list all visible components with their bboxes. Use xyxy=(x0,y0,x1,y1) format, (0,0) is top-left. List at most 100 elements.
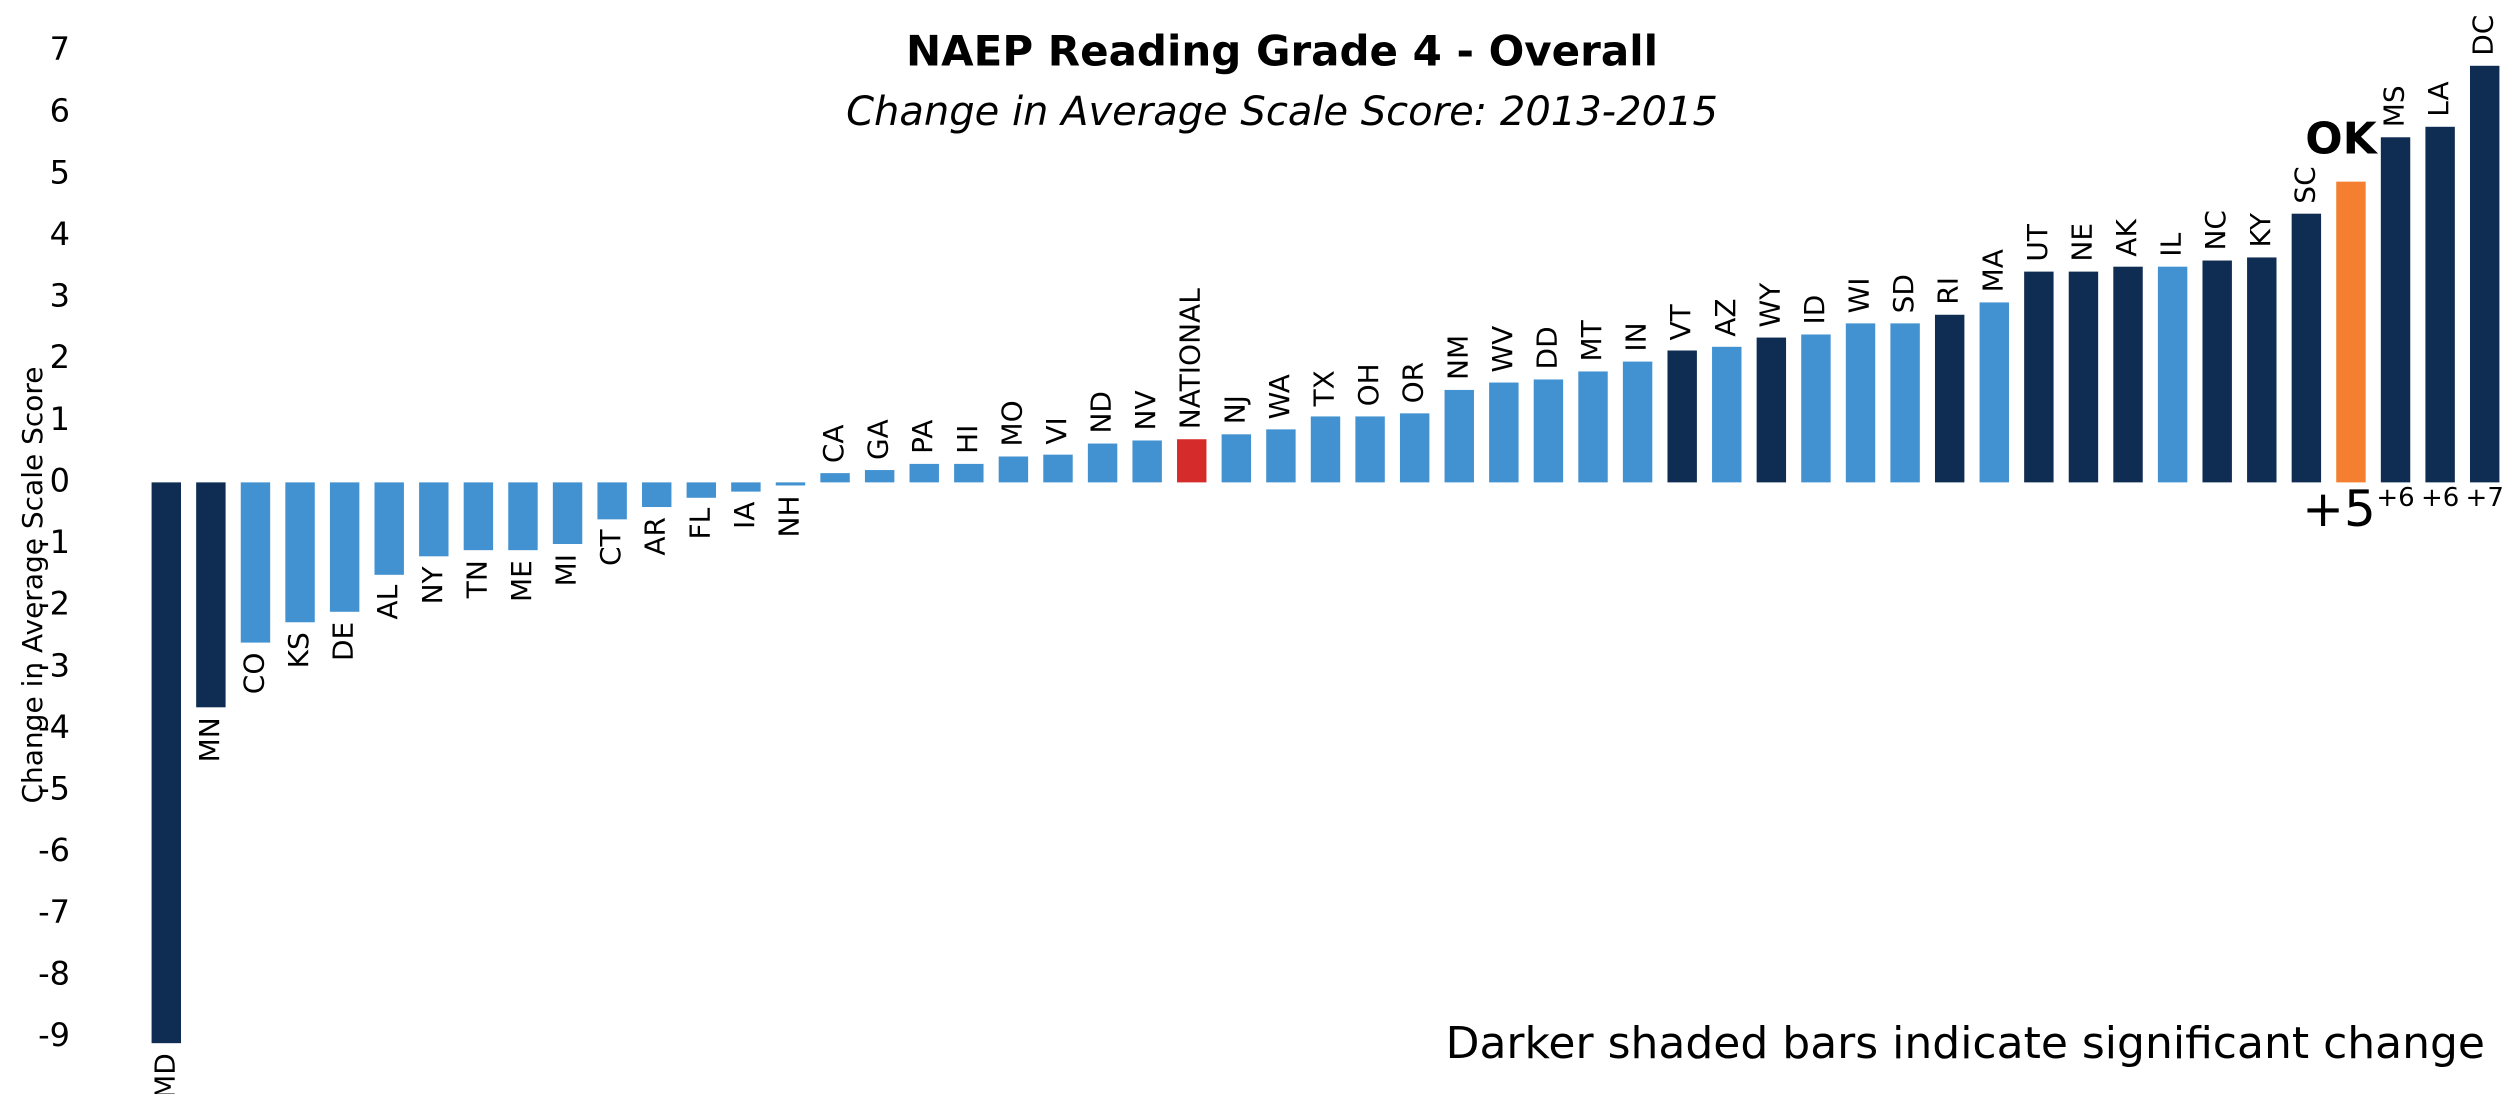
x-tick-label: PA xyxy=(906,420,939,454)
bar xyxy=(463,482,494,551)
x-tick-label: LA xyxy=(2422,81,2455,116)
x-tick-label: WY xyxy=(1753,282,1786,328)
bar xyxy=(686,482,717,498)
bar xyxy=(2291,213,2322,483)
y-tick-label: -4 xyxy=(38,708,70,746)
x-tick-label: KY xyxy=(2244,212,2277,247)
bar xyxy=(1355,416,1385,483)
value-label: +6 xyxy=(2376,483,2414,513)
bar xyxy=(820,473,850,483)
x-tick-label: NH xyxy=(772,495,805,537)
x-tick-label: MS xyxy=(2378,85,2411,127)
value-label: +7 xyxy=(2466,483,2504,513)
bar xyxy=(1890,323,1920,483)
bar xyxy=(2247,257,2277,483)
bar xyxy=(374,482,404,575)
x-tick-label: MA xyxy=(1976,249,2009,292)
x-tick-label: SD xyxy=(1887,274,1920,313)
bar xyxy=(285,482,315,623)
x-tick-label: OR xyxy=(1397,362,1430,404)
x-tick-label: SC xyxy=(2288,166,2321,203)
bar xyxy=(1622,361,1653,483)
bar xyxy=(642,482,672,508)
x-tick-label: CT xyxy=(594,528,627,566)
x-tick-label: MI xyxy=(550,554,583,586)
x-tick-label: MD xyxy=(148,1053,181,1094)
x-tick-label: OK xyxy=(2305,114,2378,165)
bar xyxy=(2157,266,2188,483)
x-tick-label: NM xyxy=(1441,335,1474,380)
note: Darker shaded bars indicate significant … xyxy=(1446,1018,2485,1069)
chart-title: NAEP Reading Grade 4 - Overall xyxy=(906,27,1658,76)
bar xyxy=(508,482,538,551)
chart-subtitle: Change in Average Scale Score: 2013-2015 xyxy=(846,89,1718,135)
x-tick-label: FL xyxy=(683,507,716,539)
bar xyxy=(2425,126,2455,483)
x-tick-label: DC xyxy=(2467,15,2500,56)
x-tick-label: RI xyxy=(1932,277,1965,305)
y-tick-label: 6 xyxy=(50,92,70,130)
x-tick-label: NV xyxy=(1129,390,1162,430)
x-tick-label: VT xyxy=(1664,303,1697,340)
value-label: +6 xyxy=(2421,483,2459,513)
bar xyxy=(998,456,1029,483)
bar xyxy=(419,482,449,557)
bar xyxy=(2202,260,2232,483)
x-tick-label: NJ xyxy=(1218,395,1251,424)
bar xyxy=(1979,302,2009,483)
x-tick-label: CA xyxy=(817,424,850,463)
x-tick-label: WI xyxy=(1843,277,1876,313)
bar xyxy=(1177,439,1207,483)
x-tick-label: ID xyxy=(1798,295,1831,325)
x-tick-label: NE xyxy=(2065,223,2098,262)
y-tick-label: 2 xyxy=(50,338,70,376)
bar xyxy=(864,470,895,483)
bar xyxy=(1266,429,1296,483)
y-tick-label: -3 xyxy=(38,646,70,684)
y-tick-label: 7 xyxy=(50,30,70,68)
value-label: +5 xyxy=(2302,480,2376,538)
x-tick-label: AK xyxy=(2110,219,2143,257)
x-tick-label: MN xyxy=(193,717,226,762)
x-tick-label: CO xyxy=(237,653,270,695)
bar xyxy=(2024,271,2054,483)
bar xyxy=(1533,379,1564,483)
x-tick-label: UT xyxy=(2021,223,2054,261)
y-tick-label: 5 xyxy=(50,153,70,191)
bar xyxy=(1712,346,1742,483)
x-tick-label: OH xyxy=(1352,363,1385,406)
bar xyxy=(731,482,761,492)
x-tick-label: IN xyxy=(1620,322,1653,351)
bar xyxy=(1578,371,1608,483)
x-tick-label: ND xyxy=(1085,391,1118,434)
x-tick-label: IA xyxy=(728,502,761,529)
bar xyxy=(1132,440,1162,483)
x-tick-label: NATIONAL xyxy=(1174,288,1207,429)
x-tick-label: TN xyxy=(460,560,493,599)
x-tick-label: WV xyxy=(1486,326,1519,373)
x-tick-label: KS xyxy=(282,632,315,668)
bar xyxy=(1310,416,1341,483)
bar xyxy=(2336,181,2366,483)
bar xyxy=(1087,443,1118,483)
y-tick-label: 4 xyxy=(50,215,70,253)
bar xyxy=(329,482,360,612)
y-tick-label: 3 xyxy=(50,277,70,315)
bar xyxy=(2380,137,2411,483)
x-tick-label: MT xyxy=(1575,319,1608,361)
x-tick-label: NC xyxy=(2199,210,2232,251)
x-tick-label: DE xyxy=(327,622,360,661)
y-tick-label: -6 xyxy=(38,831,70,869)
y-tick-label: -1 xyxy=(38,523,70,561)
bar xyxy=(1801,334,1831,483)
x-tick-label: DD xyxy=(1530,326,1563,369)
y-tick-label: 0 xyxy=(50,461,70,499)
y-tick-label: 1 xyxy=(50,400,70,438)
x-tick-label: ME xyxy=(505,560,538,602)
x-tick-label: MO xyxy=(995,400,1028,446)
bar xyxy=(1845,323,1876,483)
x-tick-label: WA xyxy=(1263,374,1296,419)
y-tick-label: -9 xyxy=(38,1016,70,1054)
bar xyxy=(909,463,939,483)
